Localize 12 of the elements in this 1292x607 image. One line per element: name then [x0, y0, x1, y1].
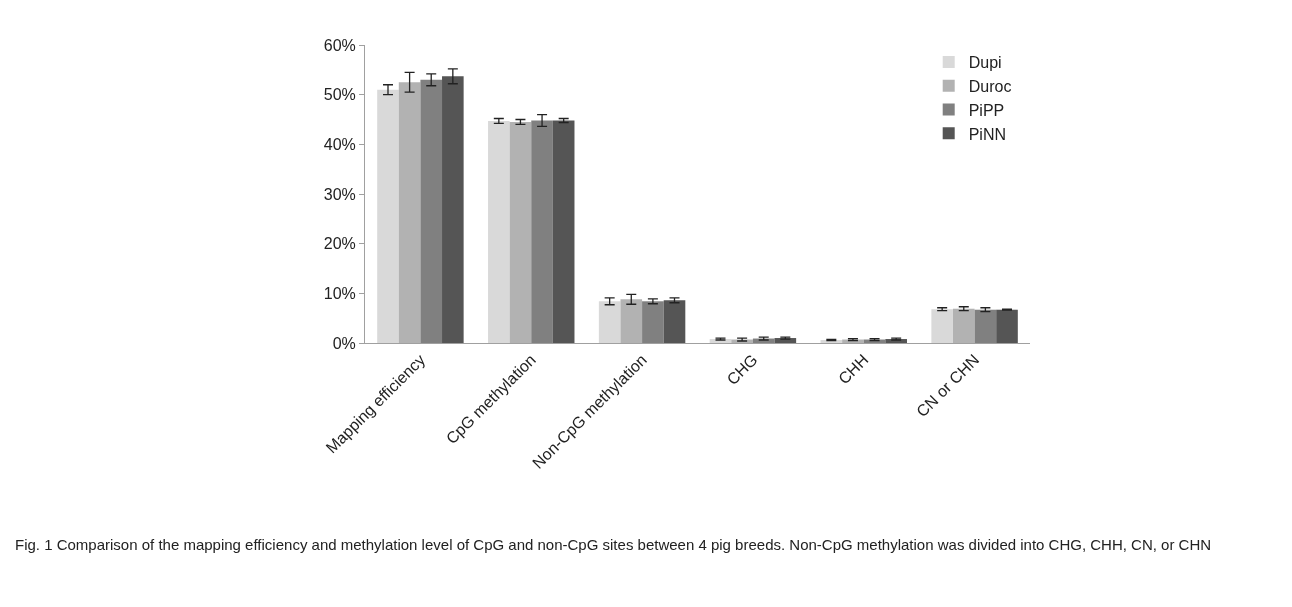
legend-label: Dupi	[968, 54, 1002, 72]
y-tick-label: 10%	[323, 284, 356, 302]
legend-label: PiNN	[968, 125, 1007, 143]
y-tick-label: 50%	[323, 86, 356, 104]
y-tick-label: 20%	[323, 235, 356, 253]
legend-label: Duroc	[968, 77, 1012, 95]
y-tick-label: 30%	[323, 185, 356, 203]
y-tick-label: 60%	[323, 36, 356, 54]
y-tick-label: 0%	[332, 334, 356, 352]
caption: Fig. 1 Comparison of the mapping efficiency and methylation level of CpG and non-CpG sites between 4 pig breeds. Non-CpG methylation was divided into CHG, CHH, CN, or CHN	[15, 536, 1212, 553]
legend-label: PiPP	[968, 101, 1005, 119]
y-tick-label: 40%	[323, 135, 356, 153]
